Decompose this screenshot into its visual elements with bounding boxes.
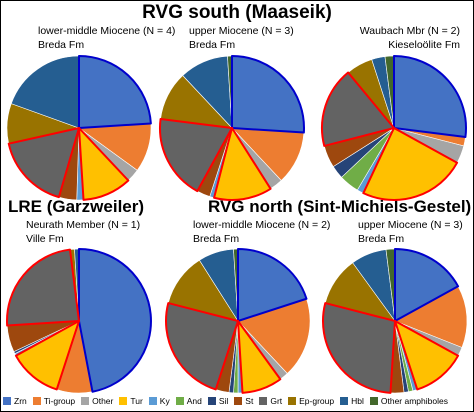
legend-item-hbl: Hbl (340, 396, 364, 406)
legend-swatch-tur (119, 397, 128, 405)
pie1-label-line1: lower-middle Miocene (N = 4) (38, 25, 176, 37)
pie-chart-rvg-north-upper-miocene (322, 248, 468, 394)
pie-slice-outline-tur (394, 320, 460, 391)
legend-swatch-ep-group (288, 397, 297, 405)
pie-slice-outline-zrn (231, 55, 305, 134)
legend-item-other-amphiboles: Other amphiboles (369, 396, 448, 406)
pie-slice-outline-tur (78, 127, 130, 201)
chart-legend: Zrn Ti-group Other Tur Ky And Sil St Grt Ep-group… (3, 394, 469, 408)
pie2-label-line2: Breda Fm (189, 39, 236, 51)
legend-swatch-hbl (340, 397, 349, 405)
legend-item-tur: Tur (119, 396, 143, 406)
pie-slice-zrn (393, 55, 467, 138)
pie2-label-line1: upper Miocene (N = 3) (189, 25, 294, 37)
pie-slice-zrn (78, 248, 152, 393)
legend-swatch-sil (207, 397, 216, 405)
legend-label-and: And (186, 396, 202, 406)
legend-label-grt: Grt (270, 396, 283, 406)
title-rvg-north: RVG north (Sint-Michiels-Gestel) (208, 197, 472, 216)
legend-item-sil: Sil (207, 396, 229, 406)
pie4-label-line2: Ville Fm (26, 233, 64, 245)
legend-label-ti-group: Ti-group (43, 396, 76, 406)
legend-swatch-grt (259, 397, 268, 405)
pie5-label: lower-middle Miocene (N = 2) Breda Fm (193, 218, 330, 246)
pie-slice-zrn (231, 55, 305, 133)
pie-slice-outline-grt (7, 127, 80, 199)
legend-label-zrn: Zrn (14, 396, 27, 406)
legend-swatch-other (81, 397, 90, 405)
pie3-label-line2: Kieseloölite Fm (388, 39, 460, 51)
pie-slice-outline-tur (213, 127, 272, 201)
pie3-label-line1: Waubach Mbr (N = 2) (359, 25, 460, 37)
legend-label-other: Other (92, 396, 114, 406)
pie-slice-outline-tur (362, 127, 459, 201)
legend-item-other: Other (81, 396, 113, 406)
pie-slice-outline-tur (14, 320, 80, 391)
legend-label-ky: Ky (159, 396, 170, 406)
pie-slice-grt (6, 249, 80, 326)
legend-swatch-other-amphiboles (369, 397, 378, 405)
pie-chart-waubach (321, 55, 467, 201)
pie-slice-outline-tur (237, 320, 282, 394)
pie1-label: lower-middle Miocene (N = 4) Breda Fm (38, 24, 175, 52)
legend-item-zrn: Zrn (3, 396, 27, 406)
legend-swatch-st (234, 397, 243, 405)
legend-label-hbl: Hbl (351, 396, 364, 406)
legend-label-tur: Tur (130, 396, 143, 406)
legend-swatch-ti-group (32, 397, 41, 405)
pie-chart-lre-neurath (6, 248, 152, 394)
pie6-label: upper Miocene (N = 3) Breda Fm (358, 218, 463, 246)
pie-slice-zrn (78, 55, 152, 129)
pie-chart-rvg-south-upper-miocene (159, 55, 305, 201)
pie-slice-outline-grt (322, 302, 396, 394)
pie-slice-outline-grt (6, 248, 80, 327)
pie-slice-outline-zrn (78, 55, 152, 129)
title-lre: LRE (Garzweiler) (8, 197, 145, 216)
legend-label-st: St (245, 396, 254, 406)
legend-swatch-zrn (3, 397, 11, 405)
pie1-label-line2: Breda Fm (38, 39, 85, 51)
legend-item-ky: Ky (148, 396, 170, 406)
pie-chart-rvg-south-lower-middle-miocene (6, 55, 152, 201)
pie-slice-outline-grt (321, 71, 395, 147)
pie5-label-line2: Breda Fm (193, 233, 240, 245)
pie5-label-line1: lower-middle Miocene (N = 2) (193, 219, 331, 231)
legend-label-ep-group: Ep-group (299, 396, 335, 406)
legend-swatch-and (175, 397, 184, 405)
legend-item-and: And (175, 396, 202, 406)
pie3-label: Waubach Mbr (N = 2) Kieseloölite Fm (360, 24, 460, 52)
pie4-label-line1: Neurath Member (N = 1) (26, 219, 141, 231)
pie6-label-line1: upper Miocene (N = 3) (358, 219, 463, 231)
pie-slice-outline-zrn (394, 248, 460, 322)
pie-slice-outline-grt (165, 302, 239, 391)
pie-slice-outline-zrn (393, 55, 467, 139)
pie6-label-line2: Breda Fm (358, 233, 405, 245)
pie2-label: upper Miocene (N = 3) Breda Fm (189, 24, 294, 52)
pie4-label: Neurath Member (N = 1) Ville Fm (26, 218, 140, 246)
title-rvg-south: RVG south (Maaseik) (142, 2, 332, 23)
pie-slice-ti-group (394, 285, 468, 348)
pie-slice-outline-grt (159, 117, 233, 193)
legend-swatch-ky (148, 397, 157, 405)
legend-item-grt: Grt (259, 396, 282, 406)
pie-slice-outline-zrn (78, 248, 152, 393)
legend-label-sil: Sil (218, 396, 229, 406)
legend-item-ti-group: Ti-group (32, 396, 76, 406)
legend-label-other-amphiboles: Other amphiboles (380, 396, 448, 406)
legend-item-ep-group: Ep-group (288, 396, 334, 406)
pie-slice-hbl (10, 55, 80, 129)
legend-item-st: St (234, 396, 253, 406)
pie-chart-rvg-north-lower-middle-miocene (165, 248, 311, 394)
pie-slice-outline-zrn (237, 248, 308, 322)
pie-slice-ti-group (237, 298, 311, 374)
